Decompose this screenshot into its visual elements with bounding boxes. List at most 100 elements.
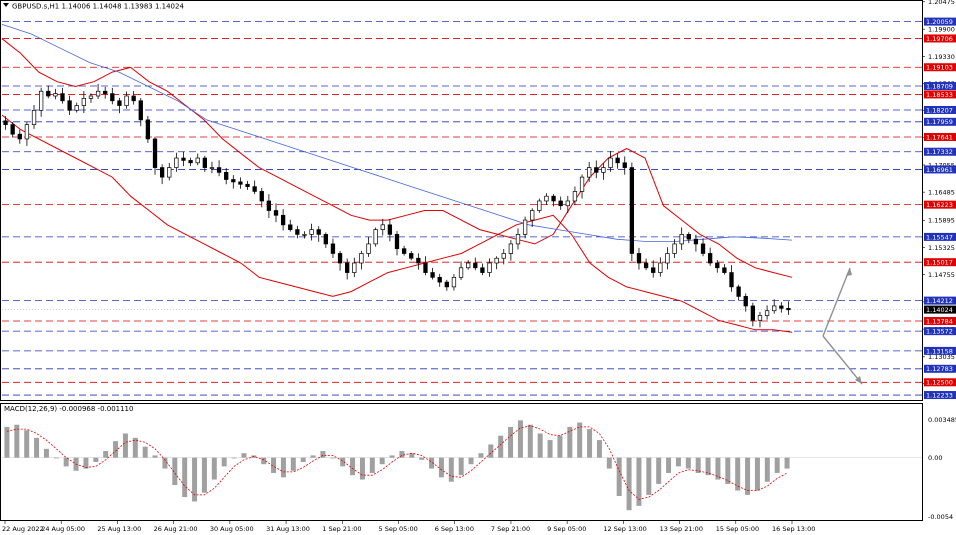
macd-tick-label: 0.00 [928,454,942,462]
x-tick-label: 30 Aug 05:00 [210,525,254,533]
macd-bar [735,457,741,491]
candle-body [658,262,663,273]
macd-bar [764,457,770,482]
macd-bar [83,457,89,469]
candle-body [3,120,8,125]
macd-bar [271,457,277,473]
candle-body [124,95,129,106]
candle-body [594,167,599,173]
level-tag [924,327,956,336]
candle-body [273,210,279,216]
candle-body [53,93,58,97]
level-tag [924,391,956,400]
candle-body [31,109,37,125]
candle-body [572,191,578,202]
candle-body [608,157,613,168]
candle-body [629,167,635,254]
candle-body [209,167,215,169]
macd-header: MACD(12,26,9) -0.000968 -0.001110 [4,405,133,413]
macd-bar [557,435,563,458]
candle-body [394,234,400,250]
level-label: 1.16223 [926,201,953,209]
level-label: 1.15547 [926,233,953,241]
level-label: 1.16961 [926,166,953,174]
current-price-marker: 1.14024 [924,305,956,314]
macd-histogram [2,420,922,511]
candle-body [565,200,570,207]
macd-bar [103,451,109,458]
candle-body [736,286,741,297]
macd-bar [596,440,602,458]
macd-bar [685,457,691,469]
y-tick-label: 1.19330 [928,53,955,61]
macd-bar [192,457,198,502]
candle-body [679,234,684,245]
macd-bar [478,453,484,458]
candle-body [636,253,642,264]
level-label: 1.17332 [926,148,953,156]
y-tick-label: 1.19900 [928,26,955,34]
dropdown-triangle-icon[interactable] [3,3,9,7]
symbol-header: GBPUSD.s,H1 1.14006 1.14048 1.13983 1.14… [12,3,184,11]
candle-body [10,124,15,135]
x-tick-label: 12 Sep 13:00 [603,525,646,533]
candle-body [159,167,165,178]
candle-body [373,229,378,245]
candle-body [380,224,385,230]
level-tag [924,364,956,373]
macd-bar [587,429,593,458]
y-tick-label: 1.14755 [928,271,955,279]
level-label: 1.12233 [926,391,953,399]
candle-body [786,307,791,311]
macd-bar [172,457,178,486]
candle-body [494,257,499,264]
x-tick-label: 13 Sep 21:00 [660,525,703,533]
candle-body [366,243,371,254]
level-tag [924,117,956,126]
candle-body [352,262,357,273]
candle-body [337,253,343,264]
candle-body [345,262,350,273]
candle-body [423,262,428,273]
candle-body [722,267,727,273]
macd-bar [231,457,237,459]
candle-body [131,95,136,102]
macd-bar [725,457,731,484]
candle-body [316,229,321,235]
candle-body [110,93,115,102]
candle-body [252,186,257,192]
macd-bar [330,457,336,459]
macd-bar [754,457,760,491]
candle-body [487,262,492,273]
candle-body [743,296,748,307]
level-label: 1.19706 [926,35,953,43]
candle-body [88,95,94,99]
candle-body [544,195,549,202]
level-label: 1.14212 [926,297,953,305]
candle-body [530,210,535,221]
main-plot-frame [0,0,923,401]
candle-body [643,262,649,269]
macd-bar [508,426,514,458]
candle-body [259,191,264,202]
macd-bar [320,451,326,458]
arrow-down-head-icon [855,376,862,384]
macd-bar [577,422,583,458]
macd-bar [438,457,444,478]
level-label: 1.13572 [926,328,953,336]
macd-bar [419,457,425,460]
macd-bar [488,444,494,458]
macd-bar [241,453,247,458]
macd-bar [113,441,119,458]
candle-body [466,262,471,269]
y-tick-label: 1.17055 [928,161,955,169]
bollinger-bands [1,38,793,333]
macd-bar [152,455,158,458]
candle-body [458,267,464,278]
level-tag [924,17,956,26]
macd-bar [626,457,632,511]
level-tag [924,200,956,209]
macd-bar [310,455,316,458]
